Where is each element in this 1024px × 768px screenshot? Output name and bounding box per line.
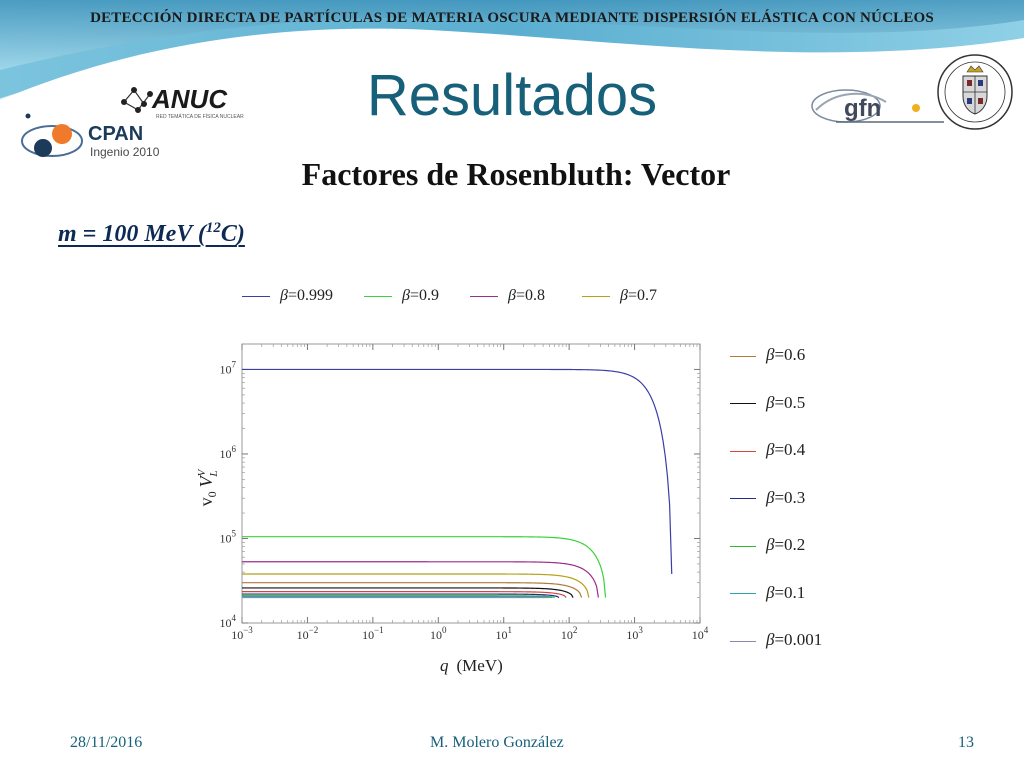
legend-swatch: [730, 498, 756, 500]
x-tick-label: 10−2: [297, 625, 319, 642]
header-band: [0, 0, 1024, 110]
legend-label: β=0.001: [766, 630, 823, 649]
x-tick-label: 101: [495, 625, 512, 642]
gfn-logo: gfn: [811, 89, 944, 123]
minor-ticks: [242, 343, 700, 623]
legend-item-beta-0-9: β=0.9: [364, 287, 439, 305]
mass-close: ): [236, 221, 245, 247]
legend-label: β=0.5: [766, 392, 806, 412]
legend-swatch: [470, 295, 498, 297]
legend-item-beta-0-001: β=0.001: [730, 630, 822, 650]
x-tick-label: 10−3: [231, 625, 253, 642]
cpan-logo-subtext: Ingenio 2010: [90, 145, 160, 159]
x-axis-label: q (MeV): [440, 656, 503, 675]
y-axis-label: v0VVL: [196, 468, 220, 506]
series-line-beta-0-2: [242, 595, 555, 599]
footer-date: 28/11/2016: [70, 734, 143, 751]
legend-label: β=0.2: [766, 535, 806, 554]
legend-label: β=0.1: [766, 582, 806, 602]
legend-swatch: [730, 545, 756, 547]
footer-author: M. Molero González: [430, 734, 564, 751]
anuc-logo-text: ANUC: [151, 84, 228, 114]
series-line-beta-0-9: [242, 536, 607, 598]
mass-label: m = 100 MeV (12C): [58, 220, 245, 248]
legend-swatch: [730, 450, 756, 452]
legend-swatch: [730, 593, 756, 595]
series-line-beta-0-6: [242, 582, 583, 598]
gfn-dot-icon: [912, 104, 920, 112]
anuc-logo: ANUC RED TEMÁTICA DE FÍSICA NUCLEAR: [121, 84, 244, 120]
legend-item-beta-0-7: β=0.7: [582, 287, 657, 305]
x-tick-label: 10−1: [362, 625, 384, 642]
legend-item-beta-0-1: β=0.1: [730, 583, 805, 603]
x-tick-label: 104: [692, 625, 709, 642]
mass-element: C: [220, 221, 237, 247]
rosenbluth-vector-chart: 10−3 10−2 10−1 100 101 102 103 104 104 105 106 107 v…: [196, 343, 709, 675]
legend-swatch: [582, 295, 610, 297]
x-tick-label: 103: [626, 625, 643, 642]
footer-page-number: 13: [958, 734, 974, 751]
legend-item-beta-0-6: β=0.6: [730, 345, 805, 365]
legend-item-beta-0-5: β=0.5: [730, 393, 805, 413]
series-line-beta-0-7: [242, 573, 590, 598]
mass-isotope-number: 12: [205, 220, 221, 236]
cpan-logo-text: CPAN: [88, 123, 143, 145]
series-line-beta-0-999: [242, 368, 673, 575]
legend-label: β=0.9: [402, 287, 439, 304]
legend-label: β=0.3: [766, 487, 806, 507]
mass-label-text: m = 100 MeV (: [58, 221, 206, 247]
legend-label: β=0.999: [280, 287, 333, 304]
series-line-beta-0-4: [242, 591, 567, 598]
x-tick-label: 100: [430, 625, 447, 642]
series-line-beta-0-1: [242, 596, 553, 599]
y-tick-label: 106: [220, 444, 237, 461]
cpan-logo: CPAN Ingenio 2010: [21, 113, 160, 159]
x-tick-label: 102: [561, 625, 578, 642]
legend-swatch: [730, 403, 756, 405]
legend-swatch: [730, 640, 756, 642]
legend-label: β=0.8: [508, 287, 545, 304]
y-tick-label: 105: [220, 528, 237, 545]
legend-item-beta-0-4: β=0.4: [730, 440, 805, 460]
legend-item-beta-0-2: β=0.2: [730, 535, 805, 555]
legend-label: β=0.6: [766, 345, 806, 364]
slide-subtitle: Factores de Rosenbluth: Vector: [301, 156, 731, 192]
series-line-beta-0-8: [242, 561, 599, 598]
legend-label: β=0.7: [620, 287, 657, 304]
plot-frame: [241, 343, 701, 624]
slide-title: Resultados: [366, 63, 658, 128]
gfn-logo-text: gfn: [844, 95, 881, 122]
y-tick-label: 107: [220, 359, 237, 376]
legend-swatch: [730, 355, 756, 357]
legend-item-beta-0-3: β=0.3: [730, 488, 805, 508]
legend-swatch: [364, 295, 392, 297]
slide-header: DETECCIÓN DIRECTA DE PARTÍCULAS DE MATER…: [90, 10, 934, 26]
ucm-crest-logo: [937, 54, 1013, 130]
legend-swatch: [242, 295, 270, 297]
anuc-logo-subtext: RED TEMÁTICA DE FÍSICA NUCLEAR: [156, 113, 244, 120]
legend-item-beta-0-999: β=0.999: [242, 287, 333, 305]
legend-item-beta-0-8: β=0.8: [470, 287, 545, 305]
y-tick-label: 104: [220, 613, 237, 630]
cpan-dot-icon: [25, 113, 31, 119]
series-line-beta-0-3: [242, 593, 560, 599]
legend-label: β=0.4: [766, 440, 806, 459]
series-lines: [242, 368, 673, 599]
series-line-beta-0-5: [242, 587, 574, 598]
